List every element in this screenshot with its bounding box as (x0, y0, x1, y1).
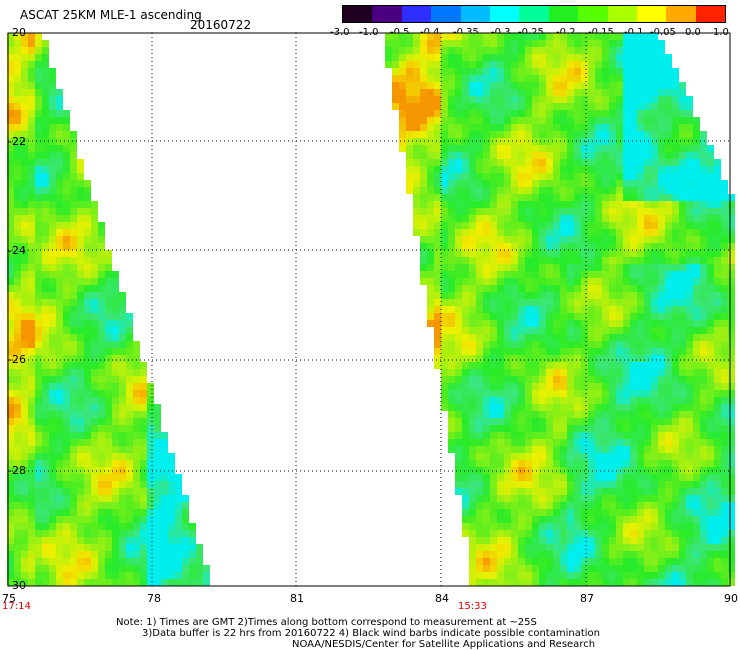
product-title: ASCAT 25KM MLE-1 ascending (20, 8, 202, 22)
lat-label: -26 (8, 353, 26, 366)
lat-label: -22 (8, 135, 26, 148)
footnotes: Note: 1) Times are GMT 2)Times along bot… (116, 617, 600, 650)
west-swath-field (7, 33, 210, 586)
note-line-2: 3)Data buffer is 22 hrs from 20160722 4)… (142, 628, 600, 639)
color-scale-segment (343, 6, 373, 22)
lon-label: 81 (290, 592, 304, 605)
color-scale-segment (636, 6, 667, 22)
color-scale-segment (519, 6, 549, 22)
color-scale-segment (666, 6, 696, 22)
color-scale-segment (372, 6, 402, 22)
lon-label: 78 (147, 592, 161, 605)
color-scale-bar (342, 5, 726, 23)
lon-label: 87 (580, 592, 594, 605)
lon-label: 84 (435, 592, 449, 605)
color-scale-segment (607, 6, 637, 22)
lat-label: -24 (8, 244, 26, 257)
lon-label: 75 (2, 592, 16, 605)
lat-label: -20 (8, 26, 26, 39)
color-scale-segment (695, 6, 726, 22)
note-line-1: Note: 1) Times are GMT 2)Times along bot… (116, 617, 537, 628)
product-date: 20160722 (190, 18, 252, 32)
lat-label: -28 (8, 464, 26, 477)
lon-label: 90 (724, 592, 738, 605)
east-swath-field (385, 33, 735, 586)
color-scale-segment (431, 6, 461, 22)
lat-lon-grid (8, 33, 730, 586)
color-scale-segment (489, 6, 520, 22)
pass-time-west: 17:14 (2, 601, 31, 612)
color-scale-segment (401, 6, 432, 22)
lat-label: -30 (8, 579, 26, 592)
note-line-3: NOAA/NESDIS/Center for Satellite Applica… (292, 639, 596, 650)
color-scale-segment (460, 6, 490, 22)
color-scale-segment (548, 6, 579, 22)
map-frame (7, 32, 731, 587)
color-scale-segment (578, 6, 608, 22)
pass-time-east: 15:33 (458, 601, 487, 612)
